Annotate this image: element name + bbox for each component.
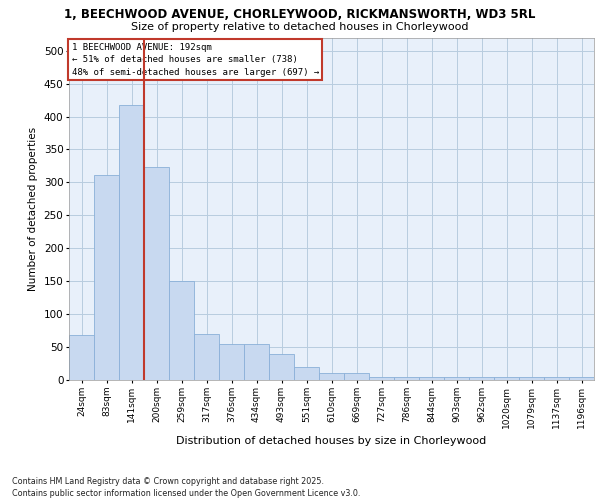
Bar [169,281,194,380]
Bar [369,376,394,380]
Bar [69,335,94,380]
Text: 1, BEECHWOOD AVENUE, CHORLEYWOOD, RICKMANSWORTH, WD3 5RL: 1, BEECHWOOD AVENUE, CHORLEYWOOD, RICKMA… [64,8,536,20]
Bar [294,367,319,380]
Bar [544,376,569,380]
Bar [144,168,169,380]
Bar [94,174,119,380]
Bar [269,354,294,380]
Bar [219,344,244,380]
Bar [244,344,269,380]
Bar [419,376,444,380]
Bar [444,376,469,380]
Y-axis label: Number of detached properties: Number of detached properties [28,126,38,291]
Text: Contains HM Land Registry data © Crown copyright and database right 2025.
Contai: Contains HM Land Registry data © Crown c… [12,476,361,498]
Bar [494,376,519,380]
Bar [569,376,594,380]
Bar [319,374,344,380]
Bar [469,376,494,380]
Text: Size of property relative to detached houses in Chorleywood: Size of property relative to detached ho… [131,22,469,32]
Text: 1 BEECHWOOD AVENUE: 192sqm
← 51% of detached houses are smaller (738)
48% of sem: 1 BEECHWOOD AVENUE: 192sqm ← 51% of deta… [71,42,319,76]
Bar [344,374,369,380]
Bar [519,376,544,380]
Bar [194,334,219,380]
Bar [394,376,419,380]
Bar [119,104,144,380]
X-axis label: Distribution of detached houses by size in Chorleywood: Distribution of detached houses by size … [176,436,487,446]
